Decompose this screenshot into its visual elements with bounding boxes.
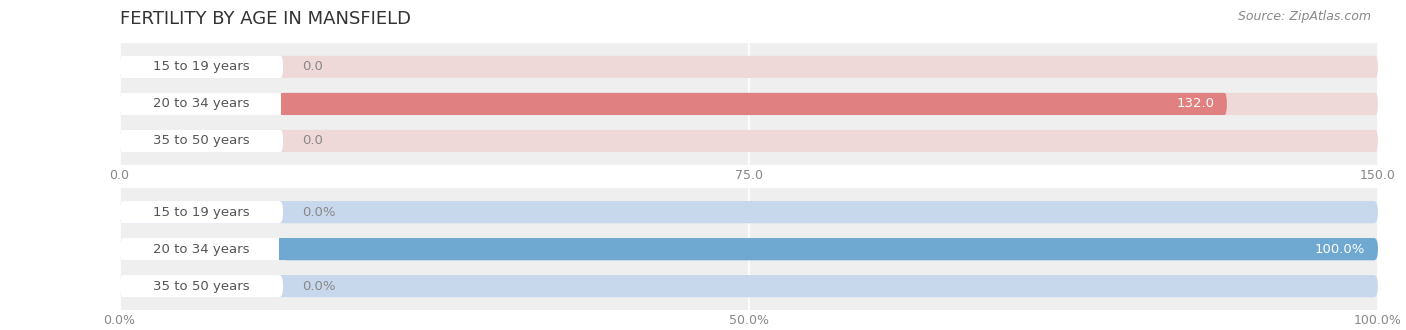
- FancyBboxPatch shape: [283, 238, 1378, 260]
- Text: 20 to 34 years: 20 to 34 years: [153, 97, 249, 111]
- Text: 0.0%: 0.0%: [302, 206, 336, 219]
- Text: 20 to 34 years: 20 to 34 years: [153, 243, 249, 256]
- FancyBboxPatch shape: [120, 238, 1378, 260]
- Text: 0.0: 0.0: [302, 60, 323, 74]
- FancyBboxPatch shape: [120, 238, 283, 260]
- Text: 0.0%: 0.0%: [302, 280, 336, 293]
- FancyBboxPatch shape: [120, 201, 1378, 223]
- Text: 0.0: 0.0: [302, 134, 323, 148]
- Text: Source: ZipAtlas.com: Source: ZipAtlas.com: [1237, 10, 1371, 23]
- FancyBboxPatch shape: [120, 56, 1378, 78]
- Text: 35 to 50 years: 35 to 50 years: [153, 134, 250, 148]
- FancyBboxPatch shape: [120, 201, 283, 223]
- Text: 132.0: 132.0: [1177, 97, 1215, 111]
- FancyBboxPatch shape: [280, 238, 287, 260]
- FancyBboxPatch shape: [281, 93, 285, 115]
- FancyBboxPatch shape: [120, 275, 1378, 297]
- FancyBboxPatch shape: [120, 93, 283, 115]
- Text: 35 to 50 years: 35 to 50 years: [153, 280, 250, 293]
- Text: 15 to 19 years: 15 to 19 years: [153, 206, 250, 219]
- FancyBboxPatch shape: [120, 93, 1378, 115]
- FancyBboxPatch shape: [120, 130, 283, 152]
- FancyBboxPatch shape: [120, 130, 1378, 152]
- Text: 100.0%: 100.0%: [1315, 243, 1365, 256]
- FancyBboxPatch shape: [120, 275, 283, 297]
- Text: 15 to 19 years: 15 to 19 years: [153, 60, 250, 74]
- Text: FERTILITY BY AGE IN MANSFIELD: FERTILITY BY AGE IN MANSFIELD: [120, 10, 411, 28]
- FancyBboxPatch shape: [283, 93, 1227, 115]
- FancyBboxPatch shape: [120, 56, 283, 78]
